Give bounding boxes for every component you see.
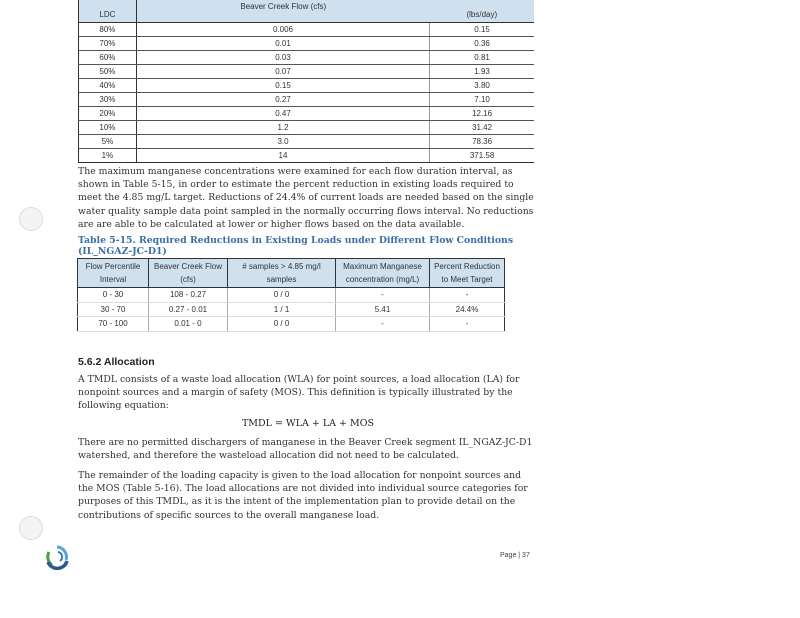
- table-cell: -: [429, 316, 505, 332]
- table-cell: 30 - 70: [77, 302, 149, 317]
- agency-logo-icon: [46, 545, 69, 570]
- paragraph-definition: A TMDL consists of a waste load allocati…: [78, 374, 520, 412]
- table-cell: 0 - 30: [77, 287, 149, 303]
- table-cell: 0.36: [429, 36, 534, 51]
- column-header: Beaver Creek Flow (cfs): [148, 258, 228, 288]
- page-number: Page | 37: [500, 552, 530, 559]
- table-row: 5% 3.0 78.36: [78, 134, 534, 149]
- table-cell: 0.03: [135, 50, 430, 65]
- table-cell: 12.16: [429, 106, 534, 121]
- table-cell: 1.93: [429, 64, 534, 79]
- table-cell: 20%: [78, 106, 137, 121]
- table-cell: 40%: [78, 78, 137, 93]
- table-row: 30% 0.27 7.10: [78, 92, 534, 107]
- reductions-table: Flow Percentile Interval Beaver Creek Fl…: [77, 258, 505, 332]
- table-cell: -: [335, 287, 430, 303]
- table-cell: 0.01 - 0: [148, 316, 228, 332]
- table-row: 0 - 30 108 - 0.27 0 / 0--: [77, 287, 505, 303]
- table-row: 1% 14 371.58: [78, 148, 534, 163]
- column-header: Maximum Manganese concentration (mg/L): [335, 258, 430, 288]
- table-cell: 0 / 0: [227, 287, 336, 303]
- paragraph-wla: There are no permitted dischargers of ma…: [78, 437, 533, 462]
- table-cell: 0.15: [429, 22, 534, 37]
- table-row: 50% 0.07 1.93: [78, 64, 534, 79]
- table-cell: 0.27 - 0.01: [148, 302, 228, 317]
- table-cell: 31.42: [429, 120, 534, 135]
- table-row: 40% 0.15 3.80: [78, 78, 534, 93]
- column-header: # samples > 4.85 mg/l samples: [227, 258, 336, 288]
- table-cell: 50%: [78, 64, 137, 79]
- table-cell: 371.58: [429, 148, 534, 163]
- paragraph-la: The remainder of the loading capacity is…: [78, 470, 528, 521]
- paragraph-reductions: The maximum manganese concentrations wer…: [78, 166, 534, 230]
- table-caption: Table 5-15. Required Reductions in Exist…: [78, 235, 514, 257]
- table-cell: 80%: [78, 22, 137, 37]
- table-cell: 78.36: [429, 134, 534, 149]
- table-cell: 5%: [78, 134, 137, 149]
- table-cell: 1.2: [135, 120, 430, 135]
- table-cell: 3.0: [135, 134, 430, 149]
- punch-hole: [19, 516, 43, 540]
- table-row: 80% 0.006 0.15: [78, 22, 534, 37]
- table-cell: 24.4%: [429, 302, 505, 317]
- flow-load-table: LDC Beaver Creek Flow (cfs) (lbs/day) 80…: [78, 0, 534, 163]
- table-cell: 0 / 0: [227, 316, 336, 332]
- column-header: Beaver Creek Flow (cfs): [135, 0, 430, 23]
- table-row: 60% 0.03 0.81: [78, 50, 534, 65]
- table-cell: 0.27: [135, 92, 430, 107]
- column-header: (lbs/day): [429, 0, 534, 23]
- section-heading: 5.6.2 Allocation: [78, 356, 155, 368]
- table-cell: 0.47: [135, 106, 430, 121]
- table-cell: 0.006: [135, 22, 430, 37]
- table-cell: 1%: [78, 148, 137, 163]
- table-cell: 0.15: [135, 78, 430, 93]
- table-row: 70% 0.01 0.36: [78, 36, 534, 51]
- table-cell: 5.41: [335, 302, 430, 317]
- table-cell: 10%: [78, 120, 137, 135]
- table-row: 20% 0.47 12.16: [78, 106, 534, 121]
- table-cell: 108 - 0.27: [148, 287, 228, 303]
- column-header: Percent Reduction to Meet Target: [429, 258, 505, 288]
- table-cell: 14: [135, 148, 430, 163]
- table-cell: 70%: [78, 36, 137, 51]
- table-cell: 30%: [78, 92, 137, 107]
- table-cell: -: [429, 287, 505, 303]
- table-cell: -: [335, 316, 430, 332]
- table-cell: 3.80: [429, 78, 534, 93]
- table-row: 30 - 70 0.27 - 0.01 1 / 1 5.41 24.4%: [77, 302, 505, 317]
- table-cell: 60%: [78, 50, 137, 65]
- table-cell: 0.81: [429, 50, 534, 65]
- table-cell: 70 - 100: [77, 316, 149, 332]
- table-row: 10% 1.2 31.42: [78, 120, 534, 135]
- tmdl-equation: TMDL = WLA + LA + MOS: [241, 418, 375, 429]
- column-header: Flow Percentile Interval: [77, 258, 149, 288]
- table-cell: 7.10: [429, 92, 534, 107]
- table-cell: 0.01: [135, 36, 430, 51]
- table-cell: 1 / 1: [227, 302, 336, 317]
- table-cell: 0.07: [135, 64, 430, 79]
- column-header: LDC: [78, 0, 137, 23]
- punch-hole: [19, 207, 43, 231]
